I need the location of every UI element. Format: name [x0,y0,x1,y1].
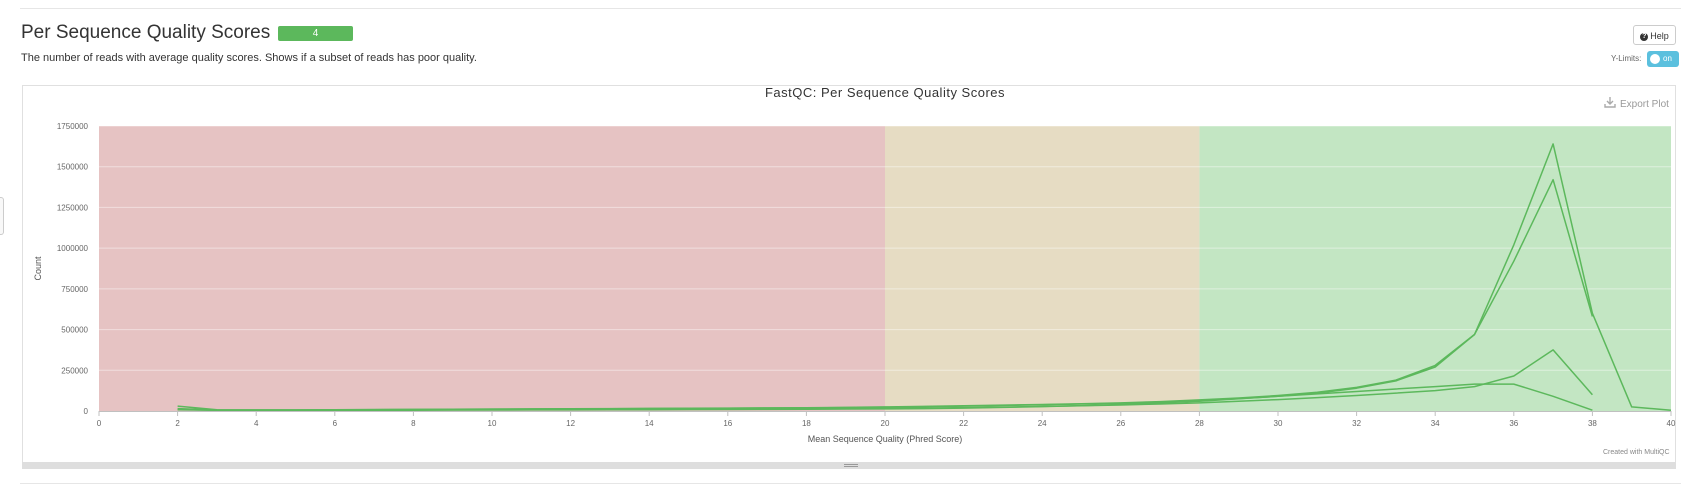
y-tick-label-2: 500000 [61,326,88,335]
help-button[interactable]: ? Help [1633,25,1676,45]
plot-band-1 [885,126,1200,411]
plot-band-0 [99,126,885,411]
x-tick-label-13: 26 [1116,419,1125,428]
toggle-state: on [1663,54,1672,63]
side-nav-toggle[interactable] [0,197,4,235]
toggle-knob [1650,54,1660,64]
x-axis-label: Mean Sequence Quality (Phred Score) [808,434,963,444]
section-title: Per Sequence Quality Scores [21,22,271,43]
status-badge: 4 [278,26,353,41]
y-tick-label-1: 250000 [61,366,88,375]
x-tick-label-1: 2 [175,419,180,428]
y-tick-label-6: 1500000 [57,163,89,172]
ylimits-label: Y-Limits: [1611,54,1642,63]
x-tick-label-11: 22 [959,419,968,428]
x-tick-label-3: 6 [333,419,338,428]
export-label: Export Plot [1620,99,1669,110]
x-tick-label-12: 24 [1038,419,1047,428]
resize-grip-icon [844,464,858,467]
x-tick-label-14: 28 [1195,419,1204,428]
help-label: Help [1650,31,1669,41]
y-tick-label-7: 1750000 [57,122,89,131]
y-tick-label-0: 0 [84,407,89,416]
series-line-3 [177,383,1593,412]
download-icon [1604,97,1616,108]
y-tick-label-5: 1250000 [57,203,89,212]
ylimits-toggle[interactable]: on [1647,51,1679,67]
x-tick-label-0: 0 [97,419,102,428]
chart-svg: 0 250000 500000 750000 1000000 1250000 1500000… [33,85,1676,444]
export-plot-button[interactable]: Export Plot [1604,97,1669,110]
question-icon: ? [1640,32,1649,41]
x-tick-label-16: 32 [1352,419,1361,428]
x-tick-label-7: 14 [645,419,654,428]
x-tick-label-9: 18 [802,419,811,428]
x-tick-label-6: 12 [566,419,575,428]
section-description: The number of reads with average quality… [21,52,477,64]
x-tick-label-4: 8 [411,419,416,428]
plot-band-2 [1199,126,1671,411]
x-tick-label-5: 10 [488,419,497,428]
chart-title: FastQC: Per Sequence Quality Scores [765,85,1005,100]
multiqc-credit: Created with MultiQC [1603,449,1670,456]
y-tick-label-4: 1000000 [57,244,89,253]
x-tick-label-19: 38 [1588,419,1597,428]
bottom-divider [20,483,1681,484]
x-tick-label-17: 34 [1431,419,1440,428]
y-axis-label: Count [33,256,43,281]
x-tick-label-18: 36 [1509,419,1518,428]
x-tick-label-10: 20 [881,419,890,428]
x-tick-label-20: 40 [1667,419,1676,428]
x-tick-label-2: 4 [254,419,259,428]
y-tick-label-3: 750000 [61,285,88,294]
x-tick-label-15: 30 [1274,419,1283,428]
top-divider [20,8,1681,9]
x-tick-label-8: 16 [723,419,732,428]
plot-resize-handle[interactable] [22,462,1676,469]
